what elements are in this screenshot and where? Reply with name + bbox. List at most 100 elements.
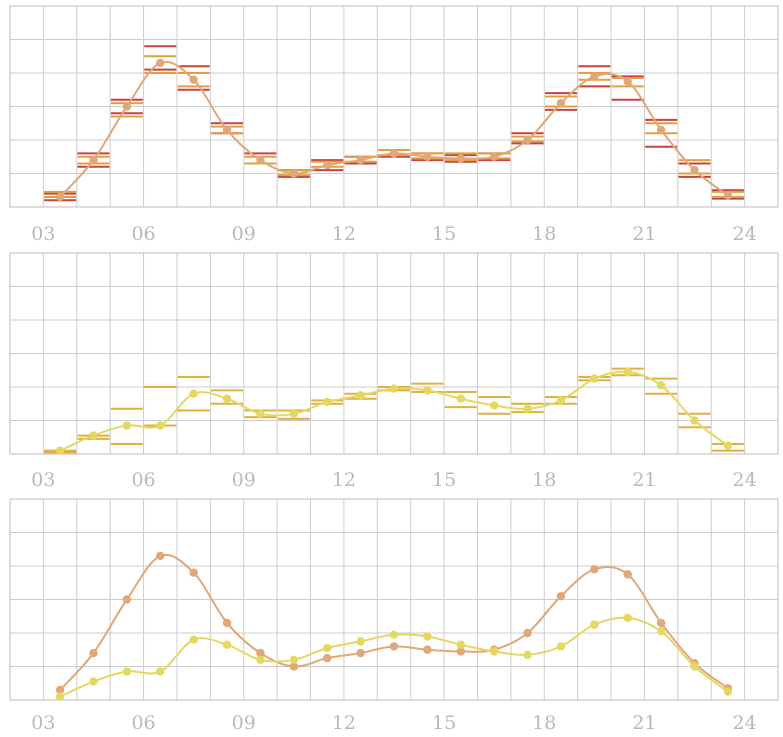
- x-tick-label: 12: [332, 469, 356, 491]
- series-line-2: [59, 616, 729, 698]
- data-point: [423, 386, 432, 395]
- data-point: [256, 409, 265, 418]
- data-point: [556, 642, 566, 651]
- data-point: [456, 640, 465, 649]
- data-point: [523, 404, 532, 413]
- data-point: [523, 135, 532, 145]
- data-point: [590, 72, 599, 81]
- data-point: [690, 662, 699, 671]
- data-point: [656, 627, 666, 636]
- x-tick-label: 18: [532, 469, 556, 491]
- data-point: [590, 565, 599, 574]
- range-marks-1: [44, 45, 744, 202]
- data-point: [590, 374, 599, 383]
- data-point: [222, 640, 232, 649]
- data-point: [623, 77, 632, 86]
- data-point: [556, 98, 566, 108]
- data-point: [590, 620, 599, 629]
- data-point: [222, 394, 232, 403]
- data-point: [323, 160, 332, 170]
- x-tick-label: 09: [232, 712, 256, 734]
- data-point: [456, 647, 465, 656]
- data-point: [156, 421, 165, 430]
- x-tick-label: 06: [131, 712, 155, 734]
- x-tick-label: 09: [232, 223, 256, 245]
- x-tick-label: 06: [131, 469, 155, 491]
- data-point: [222, 618, 232, 628]
- data-point: [55, 685, 65, 695]
- x-tick-label: 24: [733, 469, 757, 491]
- data-point: [289, 409, 299, 418]
- data-point: [356, 391, 365, 400]
- data-point: [623, 367, 632, 377]
- data-point: [156, 551, 165, 561]
- data-point: [122, 421, 132, 430]
- grid: [10, 6, 778, 207]
- data-point: [256, 155, 265, 165]
- x-tick-label: 03: [31, 223, 55, 245]
- data-point: [356, 648, 365, 658]
- data-point: [656, 618, 666, 628]
- data-point: [723, 687, 733, 696]
- data-point: [556, 591, 566, 601]
- data-point: [289, 655, 299, 664]
- data-point: [456, 394, 465, 403]
- plot-frame: [9, 252, 779, 455]
- data-point: [122, 595, 132, 604]
- data-point: [256, 655, 265, 664]
- data-point: [89, 155, 98, 165]
- range-marks-2: [44, 55, 744, 198]
- x-tick-label: 03: [31, 712, 55, 734]
- grid: [10, 499, 778, 700]
- data-point: [389, 630, 399, 639]
- x-tick-labels: 03 06 09 12 15 18 21 24: [31, 469, 756, 491]
- data-point: [323, 397, 332, 407]
- data-point: [723, 441, 733, 450]
- x-tick-label: 15: [432, 223, 456, 245]
- series-points-1: [55, 58, 733, 202]
- data-point: [656, 125, 666, 135]
- x-tick-label: 21: [632, 712, 656, 734]
- x-tick-label: 15: [432, 712, 456, 734]
- data-point: [122, 667, 132, 676]
- data-point: [356, 637, 365, 646]
- chart-panel-2: 03 06 09 12 15 18 21 24: [9, 252, 779, 491]
- data-point: [690, 416, 699, 425]
- chart-panel-3: 03 06 09 12 15 18 21 24: [9, 498, 779, 734]
- data-point: [189, 75, 198, 84]
- grid: [10, 253, 778, 454]
- data-point: [89, 677, 98, 686]
- x-tick-label: 03: [31, 469, 55, 491]
- data-point: [89, 648, 98, 658]
- data-point: [55, 446, 65, 455]
- data-point: [690, 165, 699, 175]
- x-tick-label: 12: [332, 712, 356, 734]
- data-point: [323, 653, 332, 663]
- data-point: [523, 650, 532, 659]
- data-point: [356, 155, 365, 165]
- data-point: [723, 191, 733, 200]
- data-point: [222, 125, 232, 135]
- data-point: [189, 568, 198, 577]
- data-point: [623, 613, 632, 623]
- data-point: [289, 169, 299, 178]
- x-tick-label: 24: [733, 223, 757, 245]
- data-point: [55, 192, 65, 202]
- series-points-2: [55, 613, 733, 701]
- x-tick-label: 24: [733, 712, 757, 734]
- data-point: [89, 431, 98, 440]
- chart-panel-1: 03 06 09 12 15 18 21 24: [9, 5, 779, 245]
- data-point: [189, 635, 198, 644]
- data-point: [389, 384, 399, 393]
- data-point: [423, 152, 432, 161]
- data-point: [656, 381, 666, 390]
- data-point: [423, 645, 432, 654]
- plot-frame: [9, 498, 779, 701]
- x-tick-label: 18: [532, 712, 556, 734]
- x-tick-label: 09: [232, 469, 256, 491]
- series-line-1: [59, 370, 729, 452]
- data-point: [156, 667, 165, 676]
- data-point: [55, 692, 65, 701]
- data-point: [623, 570, 632, 579]
